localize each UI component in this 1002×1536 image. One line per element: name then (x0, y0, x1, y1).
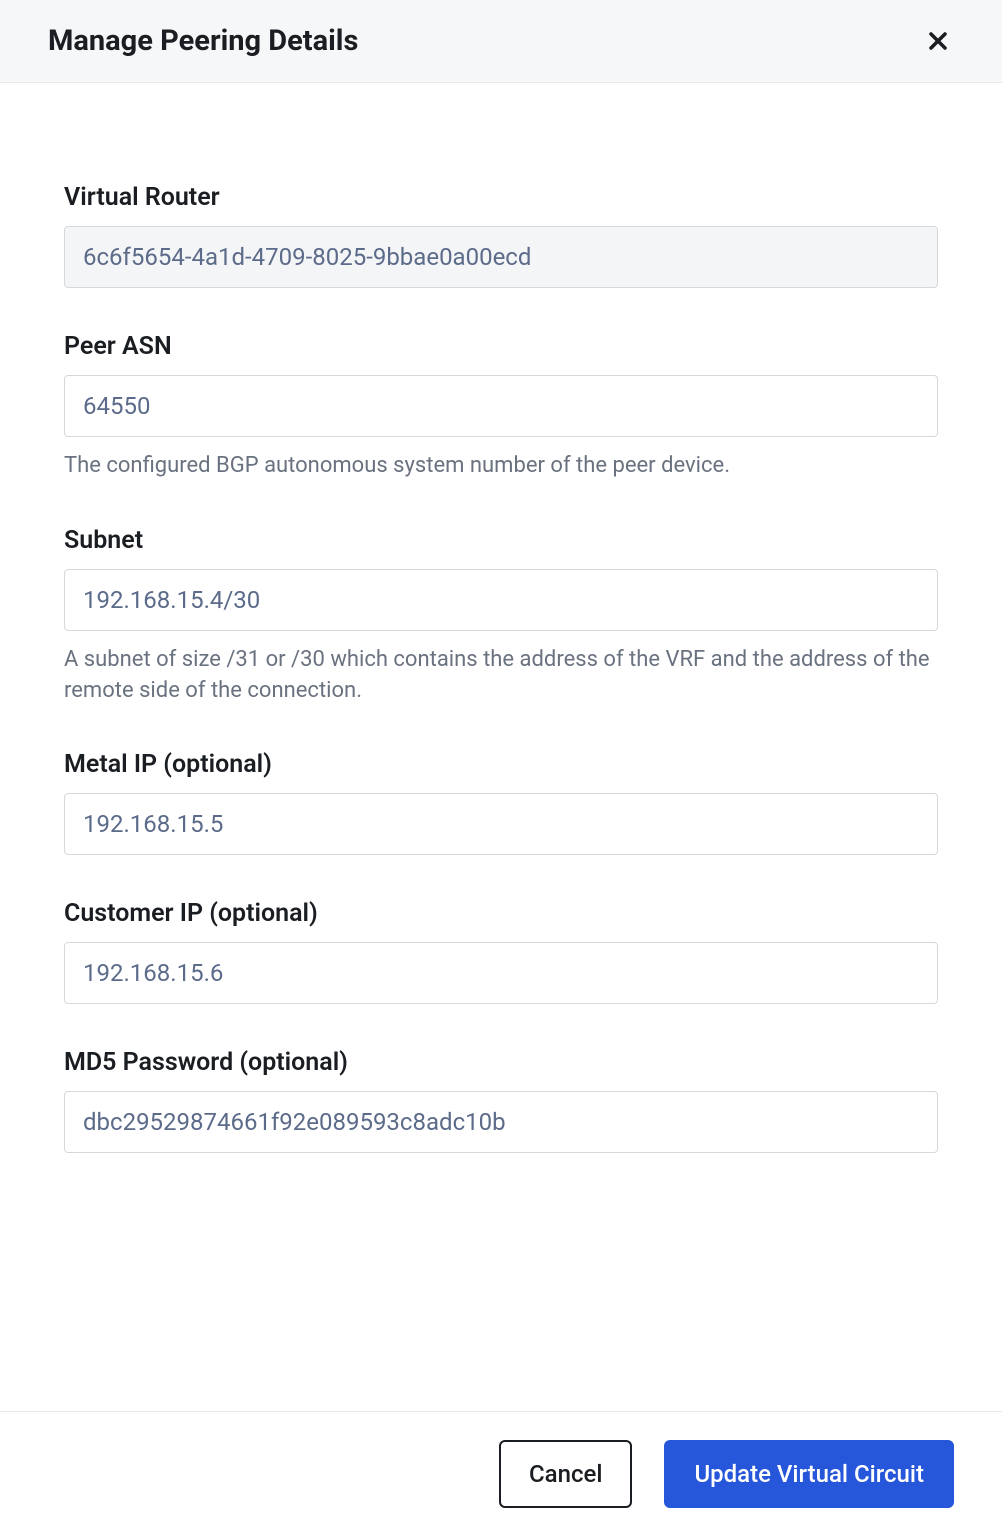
customer-ip-group: Customer IP (optional) (64, 899, 938, 1004)
peer-asn-help: The configured BGP autonomous system num… (64, 451, 938, 482)
modal-header: Manage Peering Details (0, 0, 1002, 83)
metal-ip-label: Metal IP (optional) (64, 750, 938, 779)
update-virtual-circuit-button[interactable]: Update Virtual Circuit (664, 1440, 954, 1508)
peer-asn-group: Peer ASN The configured BGP autonomous s… (64, 332, 938, 482)
virtual-router-label: Virtual Router (64, 183, 938, 212)
modal-title: Manage Peering Details (48, 24, 358, 58)
close-button[interactable] (922, 25, 954, 57)
modal-body: Virtual Router Peer ASN The configured B… (0, 83, 1002, 1411)
close-icon (926, 29, 950, 53)
customer-ip-input[interactable] (64, 942, 938, 1004)
cancel-button[interactable]: Cancel (499, 1440, 632, 1508)
metal-ip-group: Metal IP (optional) (64, 750, 938, 855)
subnet-label: Subnet (64, 526, 938, 555)
peer-asn-input[interactable] (64, 375, 938, 437)
subnet-input[interactable] (64, 569, 938, 631)
peer-asn-label: Peer ASN (64, 332, 938, 361)
customer-ip-label: Customer IP (optional) (64, 899, 938, 928)
md5-password-group: MD5 Password (optional) (64, 1048, 938, 1153)
metal-ip-input[interactable] (64, 793, 938, 855)
subnet-group: Subnet A subnet of size /31 or /30 which… (64, 526, 938, 707)
md5-password-input[interactable] (64, 1091, 938, 1153)
virtual-router-input (64, 226, 938, 288)
subnet-help: A subnet of size /31 or /30 which contai… (64, 645, 938, 707)
modal-footer: Cancel Update Virtual Circuit (0, 1411, 1002, 1536)
virtual-router-group: Virtual Router (64, 183, 938, 288)
md5-password-label: MD5 Password (optional) (64, 1048, 938, 1077)
